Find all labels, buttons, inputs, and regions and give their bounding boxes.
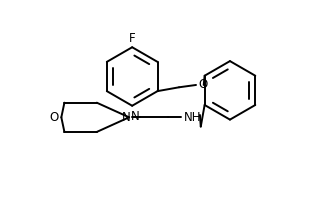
- Text: N: N: [131, 110, 139, 123]
- Text: F: F: [129, 32, 135, 45]
- Text: O: O: [198, 79, 208, 91]
- Text: N: N: [122, 111, 131, 124]
- Text: NH: NH: [183, 111, 201, 124]
- Text: O: O: [50, 111, 59, 124]
